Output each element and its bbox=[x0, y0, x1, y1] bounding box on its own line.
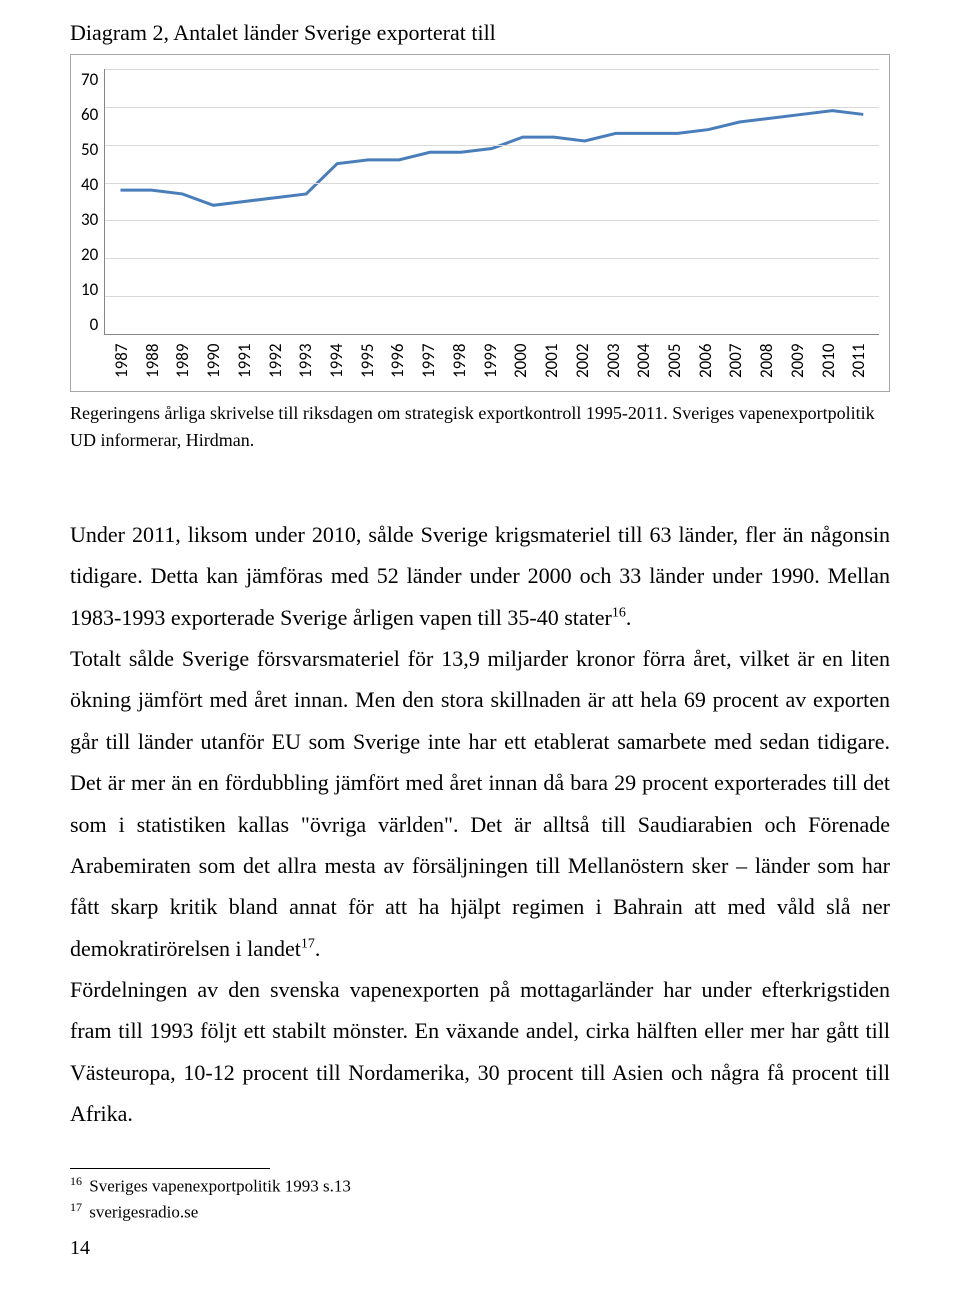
y-tick-label: 50 bbox=[81, 139, 98, 160]
chart-caption: Regeringens årliga skrivelse till riksda… bbox=[70, 400, 890, 454]
x-tick-label: 2001 bbox=[541, 339, 572, 383]
y-tick-label: 70 bbox=[81, 69, 98, 90]
body-text: Under 2011, liksom under 2010, sålde Sve… bbox=[70, 514, 890, 1134]
x-tick-label: 2003 bbox=[603, 339, 634, 383]
footnote-text-17: sverigesradio.se bbox=[85, 1203, 198, 1222]
footnote-ref-17: 17 bbox=[301, 936, 315, 951]
x-tick-label: 2009 bbox=[787, 339, 818, 383]
x-tick-label: 1991 bbox=[234, 339, 265, 383]
x-tick-label: 1992 bbox=[265, 339, 296, 383]
y-tick-label: 10 bbox=[81, 279, 98, 300]
x-tick-label: 1988 bbox=[142, 339, 173, 383]
x-tick-label: 1996 bbox=[387, 339, 418, 383]
chart-y-axis: 70 60 50 40 30 20 10 0 bbox=[81, 69, 104, 335]
x-tick-label: 2002 bbox=[572, 339, 603, 383]
footnotes-separator bbox=[70, 1168, 270, 1169]
footnote-16: 16 Sveriges vapenexportpolitik 1993 s.13 bbox=[70, 1173, 890, 1199]
x-tick-label: 1989 bbox=[172, 339, 203, 383]
chart-plot-region bbox=[104, 69, 879, 335]
body-p3: Fördelningen av den svenska vapenexporte… bbox=[70, 977, 890, 1126]
grid-line bbox=[105, 107, 879, 108]
footnote-num-17: 17 bbox=[70, 1200, 82, 1214]
grid-line bbox=[105, 183, 879, 184]
x-tick-label: 1990 bbox=[203, 339, 234, 383]
grid-line bbox=[105, 296, 879, 297]
chart-x-axis: 1987198819891990199119921993199419951996… bbox=[111, 339, 879, 383]
x-tick-label: 2011 bbox=[848, 339, 879, 383]
x-tick-label: 2006 bbox=[695, 339, 726, 383]
grid-line bbox=[105, 258, 879, 259]
chart-plot-area: 70 60 50 40 30 20 10 0 bbox=[81, 69, 879, 335]
page-number: 14 bbox=[70, 1237, 890, 1260]
x-tick-label: 2004 bbox=[633, 339, 664, 383]
grid-line bbox=[105, 69, 879, 70]
x-tick-label: 1997 bbox=[418, 339, 449, 383]
chart-title: Diagram 2, Antalet länder Sverige export… bbox=[70, 20, 890, 46]
grid-line bbox=[105, 220, 879, 221]
body-p1b: . bbox=[626, 605, 632, 630]
x-tick-label: 2008 bbox=[756, 339, 787, 383]
x-tick-label: 2010 bbox=[818, 339, 849, 383]
chart-line bbox=[121, 111, 864, 206]
y-tick-label: 0 bbox=[90, 314, 99, 335]
y-tick-label: 20 bbox=[81, 244, 98, 265]
footnote-num-16: 16 bbox=[70, 1174, 82, 1188]
body-p2a: Totalt sålde Sverige försvarsmateriel fö… bbox=[70, 646, 890, 961]
x-tick-label: 2000 bbox=[510, 339, 541, 383]
x-tick-label: 1998 bbox=[449, 339, 480, 383]
x-tick-label: 1999 bbox=[480, 339, 511, 383]
y-tick-label: 40 bbox=[81, 174, 98, 195]
footnote-17: 17 sverigesradio.se bbox=[70, 1199, 890, 1225]
x-tick-label: 1987 bbox=[111, 339, 142, 383]
body-p2b: . bbox=[315, 936, 321, 961]
x-tick-label: 1995 bbox=[357, 339, 388, 383]
body-p1a: Under 2011, liksom under 2010, sålde Sve… bbox=[70, 522, 890, 630]
x-tick-label: 1994 bbox=[326, 339, 357, 383]
x-tick-label: 1993 bbox=[295, 339, 326, 383]
y-tick-label: 30 bbox=[81, 209, 98, 230]
footnote-ref-16: 16 bbox=[612, 605, 626, 620]
x-tick-label: 2007 bbox=[725, 339, 756, 383]
chart-line-svg bbox=[105, 69, 879, 334]
x-tick-label: 2005 bbox=[664, 339, 695, 383]
chart-container: 706050403020100 198719881989199019911992… bbox=[70, 54, 890, 392]
grid-line bbox=[105, 145, 879, 146]
footnote-text-16: Sveriges vapenexportpolitik 1993 s.13 bbox=[85, 1177, 351, 1196]
y-tick-label: 60 bbox=[81, 104, 98, 125]
